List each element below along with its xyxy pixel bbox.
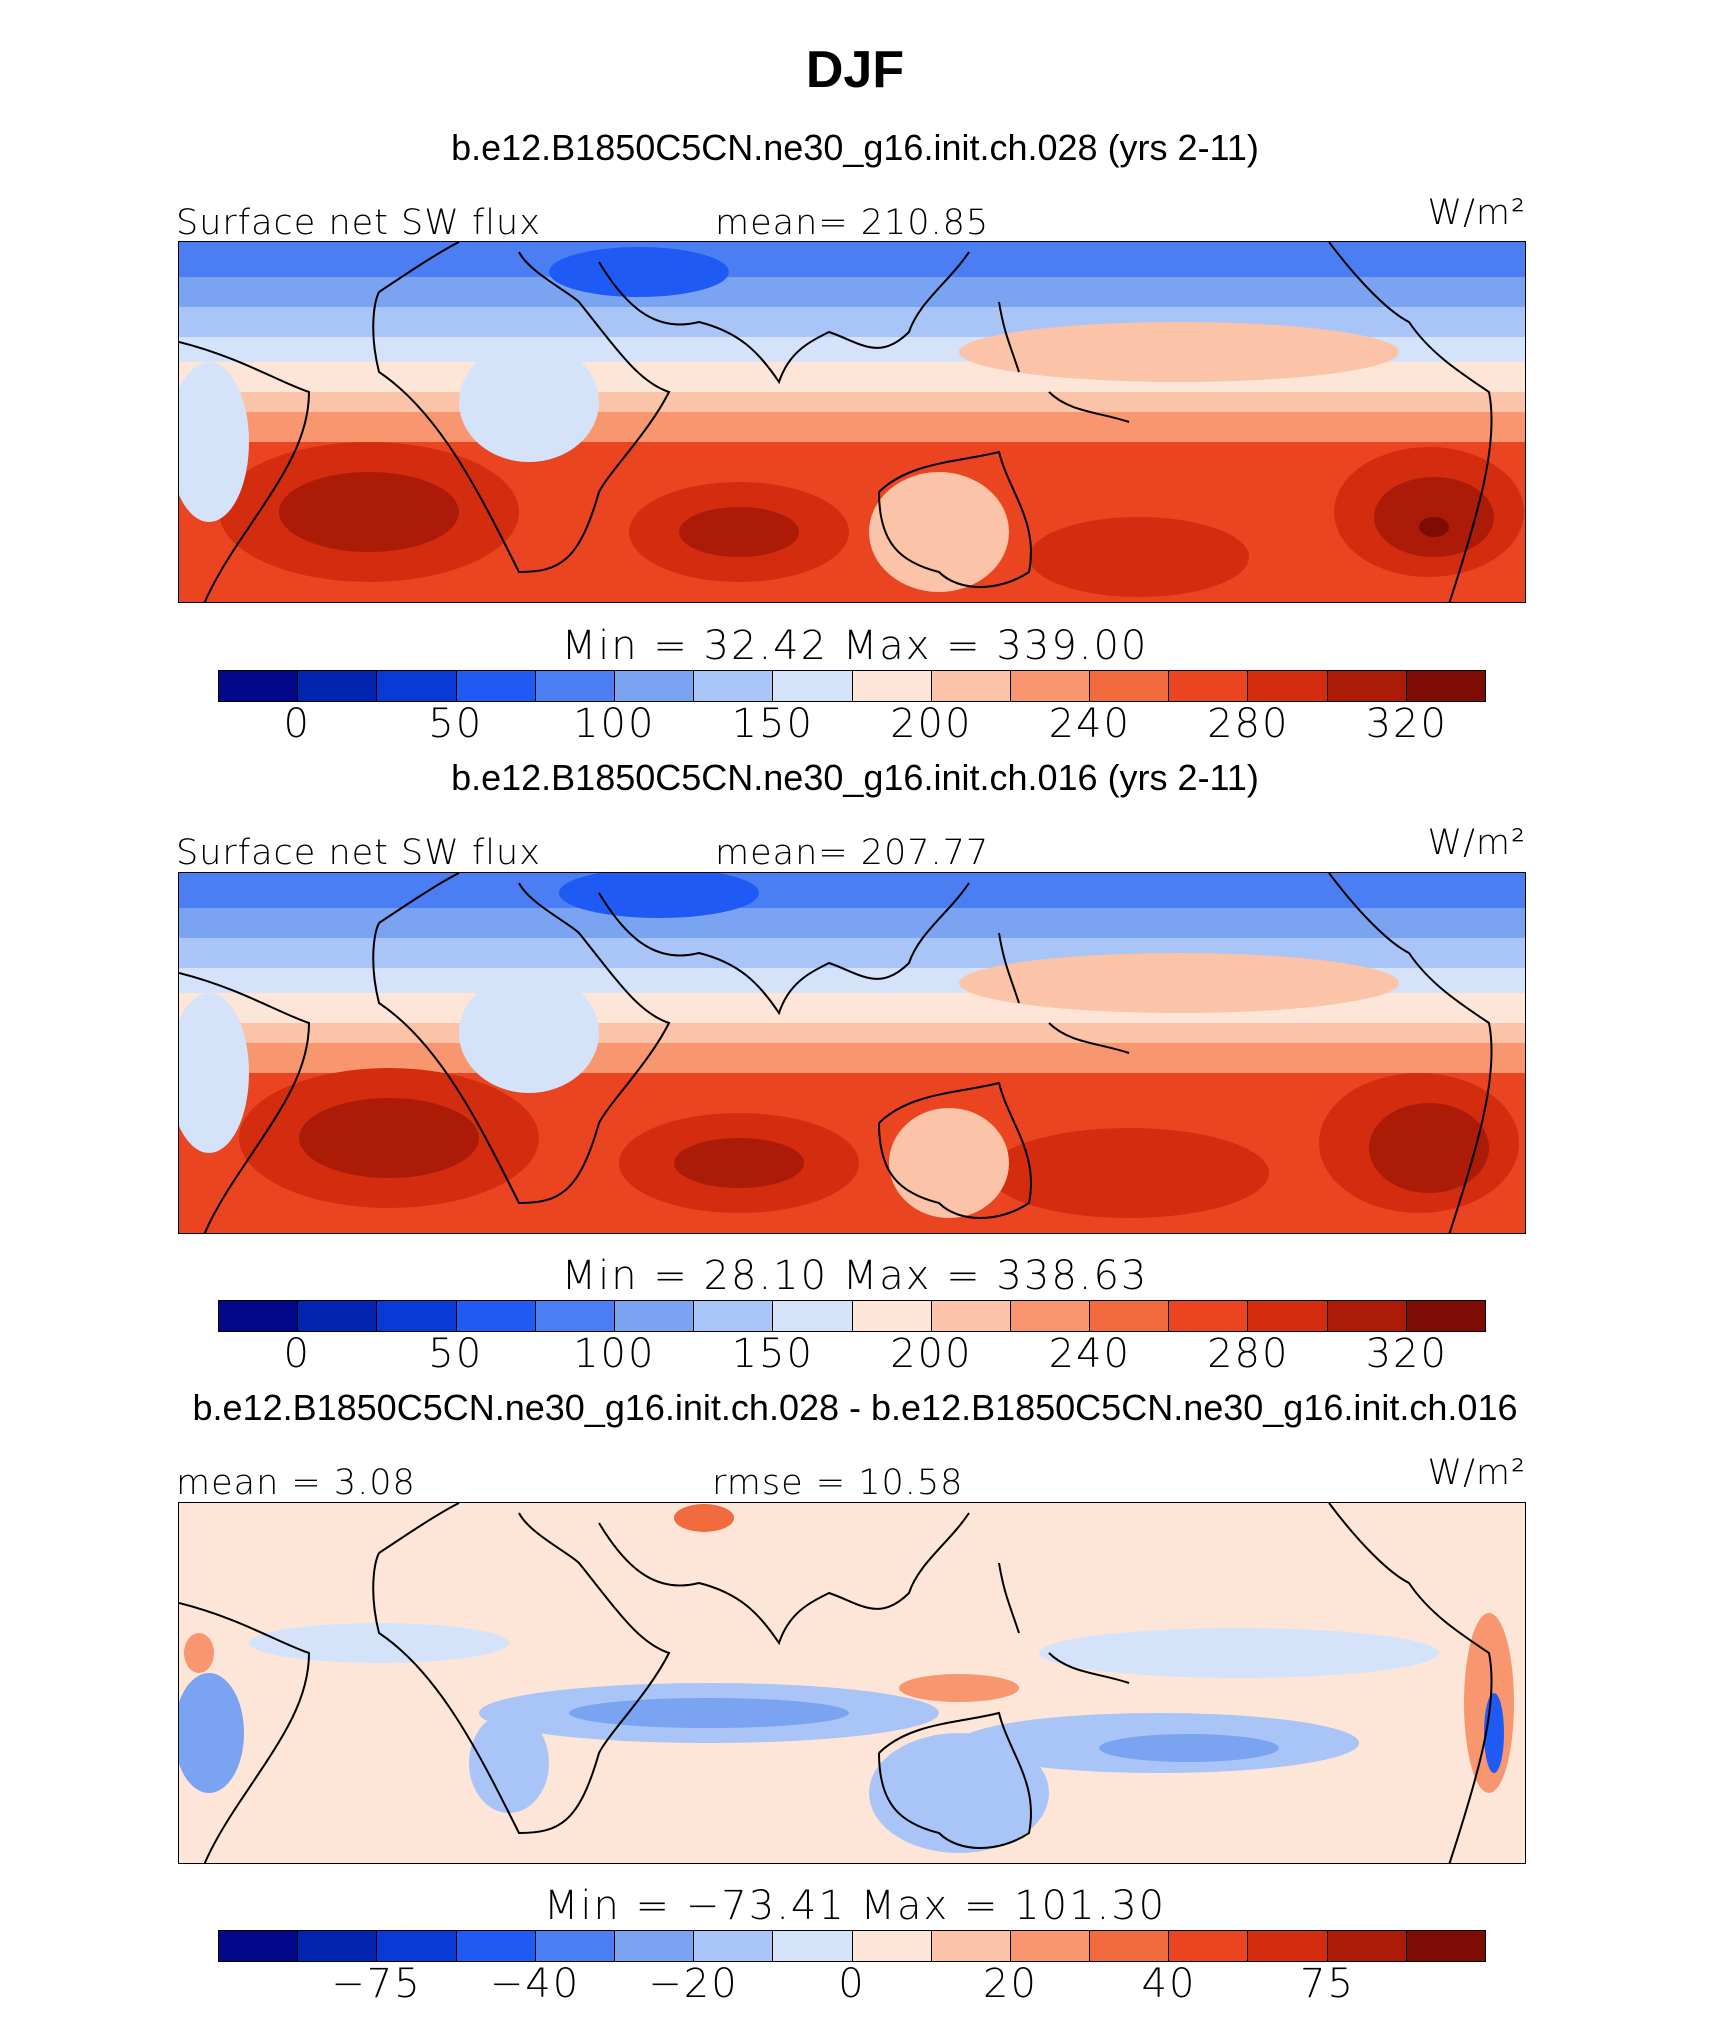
colorbar-tick-label: 200 (890, 1331, 973, 1377)
colorbar-tick-label: −75 (331, 1961, 422, 2007)
colorbar-box (1327, 1301, 1407, 1331)
panel1-colorbar-ticks: 0 50 100 150 200 240 280 320 (0, 702, 1710, 752)
colorbar-box (377, 671, 457, 701)
panel1-map-field (179, 242, 1525, 602)
panel2-min-max: Min = 28.10 Max = 338.63 (561, 1253, 1149, 1299)
colorbar-tick-label: 240 (1048, 1331, 1131, 1377)
colorbar-tick-label: 100 (573, 1331, 656, 1377)
colorbar-tick-label: 50 (428, 701, 484, 747)
panel3-map (178, 1502, 1526, 1864)
colorbar-tick-label: 0 (283, 1331, 311, 1377)
colorbar-tick-label: −20 (648, 1961, 739, 2007)
panel3-map-field (179, 1503, 1525, 1863)
colorbar-box (219, 1931, 299, 1961)
panel1-colorbar (218, 670, 1486, 702)
colorbar-box (931, 671, 1011, 701)
colorbar-box (614, 1931, 695, 1961)
panel3-mean-label: mean = 3.08 (176, 1463, 416, 1503)
colorbar-box (931, 1301, 1011, 1331)
colorbar-box (219, 1301, 299, 1331)
colorbar-box (931, 1931, 1011, 1961)
colorbar-box (298, 1931, 378, 1961)
colorbar-box (852, 671, 932, 701)
colorbar-tick-label: 0 (283, 701, 311, 747)
colorbar-box (694, 671, 774, 701)
colorbar-tick-label: 150 (731, 1331, 814, 1377)
panel2-map (178, 872, 1526, 1234)
colorbar-box (1090, 1301, 1170, 1331)
panel1-mean-label: mean= 210.85 (715, 203, 990, 243)
colorbar-box (1406, 671, 1485, 701)
colorbar-box (1406, 1301, 1485, 1331)
colorbar-tick-label: 320 (1365, 1331, 1448, 1377)
colorbar-tick-label: 320 (1365, 701, 1448, 747)
panel1-units-label: W/m² (1427, 193, 1526, 233)
colorbar-box (377, 1301, 457, 1331)
figure-title: DJF (805, 41, 905, 99)
colorbar-box (614, 671, 695, 701)
colorbar-box (377, 1931, 457, 1961)
colorbar-box (535, 1931, 615, 1961)
colorbar-tick-label: 100 (573, 701, 656, 747)
panel1-map (178, 241, 1526, 603)
colorbar-tick-label: 75 (1300, 1961, 1355, 2007)
colorbar-tick-label: 280 (1207, 1331, 1290, 1377)
panel2-mean-label: mean= 207.77 (715, 833, 990, 873)
colorbar-box (219, 671, 299, 701)
panel1-variable-label: Surface net SW flux (176, 203, 541, 243)
panel3-subtitle: b.e12.B1850C5CN.ne30_g16.init.ch.028 - b… (192, 1387, 1518, 1428)
colorbar-box (1327, 1931, 1407, 1961)
colorbar-box (1090, 671, 1170, 701)
colorbar-box (694, 1301, 774, 1331)
colorbar-box (773, 671, 853, 701)
colorbar-box (1327, 671, 1407, 701)
colorbar-box (298, 671, 378, 701)
colorbar-box (1248, 671, 1328, 701)
colorbar-tick-label: 0 (838, 1961, 866, 2007)
colorbar-box (1010, 671, 1091, 701)
colorbar-box (852, 1931, 932, 1961)
panel2-map-field (179, 873, 1525, 1233)
colorbar-box (535, 1301, 615, 1331)
colorbar-box (1169, 1301, 1249, 1331)
colorbar-box (1169, 671, 1249, 701)
colorbar-box (535, 671, 615, 701)
panel2-variable-label: Surface net SW flux (176, 833, 541, 873)
colorbar-box (456, 1931, 536, 1961)
colorbar-tick-label: 20 (983, 1961, 1038, 2007)
panel3-min-max: Min = −73.41 Max = 101.30 (543, 1883, 1167, 1929)
panel1-subtitle: b.e12.B1850C5CN.ne30_g16.init.ch.028 (yr… (451, 127, 1259, 168)
panel3-colorbar (218, 1930, 1486, 1962)
panel2-colorbar (218, 1300, 1486, 1332)
colorbar-box (1406, 1931, 1485, 1961)
colorbar-box (1090, 1931, 1170, 1961)
colorbar-tick-label: 280 (1207, 701, 1290, 747)
colorbar-tick-label: 40 (1141, 1961, 1197, 2007)
colorbar-box (852, 1301, 932, 1331)
colorbar-box (1248, 1301, 1328, 1331)
colorbar-box (456, 671, 536, 701)
colorbar-box (773, 1301, 853, 1331)
colorbar-box (456, 1301, 536, 1331)
panel3-units-label: W/m² (1427, 1453, 1526, 1493)
colorbar-box (298, 1301, 378, 1331)
panel3-colorbar-ticks: −75 −40 −20 0 20 40 75 (0, 1962, 1710, 2012)
colorbar-tick-label: 240 (1048, 701, 1131, 747)
colorbar-box (1169, 1931, 1249, 1961)
panel2-units-label: W/m² (1427, 823, 1526, 863)
colorbar-box (773, 1931, 853, 1961)
colorbar-box (614, 1301, 695, 1331)
colorbar-box (1248, 1931, 1328, 1961)
colorbar-tick-label: 150 (731, 701, 814, 747)
panel3-rmse-label: rmse = 10.58 (712, 1463, 964, 1503)
colorbar-box (694, 1931, 774, 1961)
panel2-colorbar-ticks: 0 50 100 150 200 240 280 320 (0, 1332, 1710, 1382)
colorbar-box (1010, 1931, 1091, 1961)
colorbar-tick-label: 50 (428, 1331, 484, 1377)
panel2-subtitle: b.e12.B1850C5CN.ne30_g16.init.ch.016 (yr… (451, 757, 1259, 798)
colorbar-tick-label: −40 (489, 1961, 581, 2007)
panel1-min-max: Min = 32.42 Max = 339.00 (561, 623, 1149, 669)
colorbar-box (1010, 1301, 1091, 1331)
colorbar-tick-label: 200 (890, 701, 973, 747)
